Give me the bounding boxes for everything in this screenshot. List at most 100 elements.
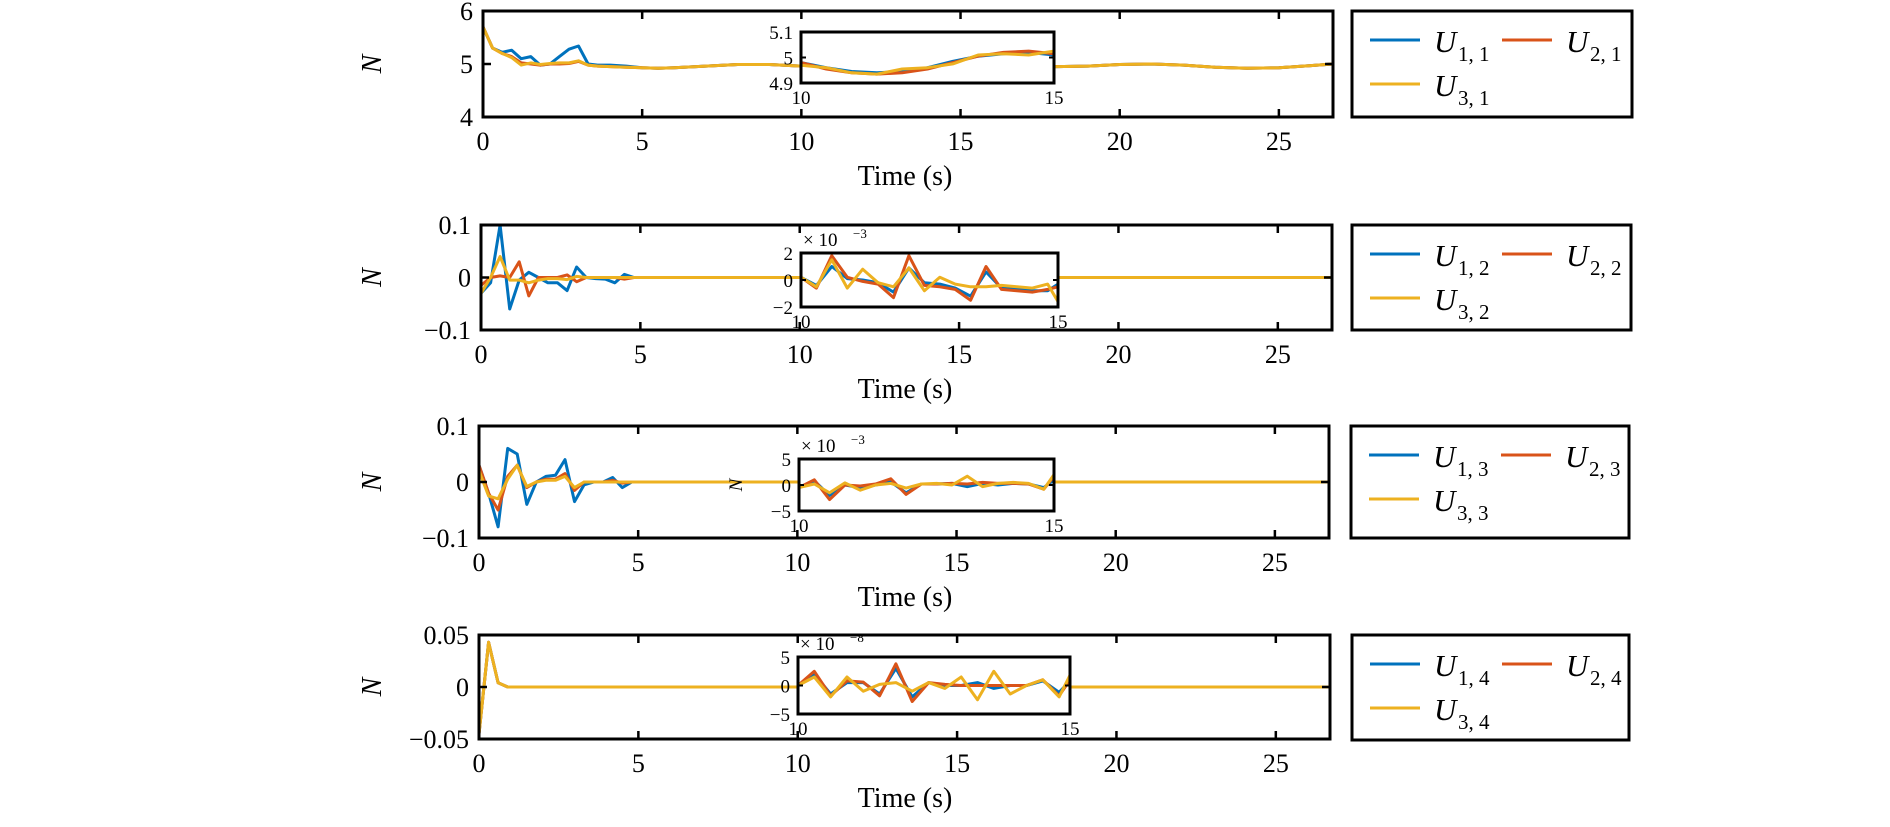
inset-multiplier: × 10	[803, 230, 837, 251]
y-axis-label: N	[357, 471, 388, 492]
x-tick-label: 0	[477, 127, 490, 156]
legend-subscript: 1, 3	[1457, 457, 1489, 481]
inset-y-tick-label: 2	[784, 244, 794, 265]
legend-subscript: 1, 1	[1458, 42, 1490, 66]
x-axis-label: Time (s)	[858, 582, 953, 613]
y-tick-label: 4	[460, 103, 473, 132]
legend-item-u1[interactable]: U 1, 2	[1370, 238, 1490, 280]
inset-y-tick-label: 4.9	[769, 74, 793, 95]
legend-item-u3[interactable]: U 3, 1	[1370, 68, 1490, 110]
x-axis-label: Time (s)	[858, 783, 953, 814]
x-tick-label: 20	[1103, 548, 1129, 577]
inset-y-tick-label: −2	[773, 298, 793, 319]
inset-multiplier: × 10	[800, 634, 834, 655]
inset-series-group	[798, 662, 1070, 703]
inset-y-tick-label: −5	[770, 705, 790, 726]
legend: U 1, 1 U 2, 1U 3, 1	[1350, 9, 1634, 119]
y-tick-label: 5	[460, 50, 473, 79]
inset-multiplier-exponent: −3	[853, 226, 867, 241]
inset-series-line-u2	[801, 254, 1058, 302]
x-tick-label: 5	[632, 548, 645, 577]
inset-series-group	[801, 254, 1058, 303]
inset-axes: 10 15 −5 0 5 × 10 −3 N	[726, 432, 1064, 537]
inset-y-tick-label: −5	[771, 502, 791, 523]
legend-subscript: 1, 2	[1458, 256, 1490, 280]
legend-subscript: 3, 1	[1458, 86, 1490, 110]
legend-label: U	[1566, 238, 1591, 273]
legend-subscript: 2, 4	[1590, 666, 1622, 690]
x-axis-label: Time (s)	[858, 161, 953, 192]
legend-item-u3[interactable]: U 3, 3	[1369, 483, 1489, 525]
inset-x-tick-label: 10	[790, 516, 809, 537]
series-group	[479, 640, 1330, 734]
legend-item-u3[interactable]: U 3, 4	[1370, 692, 1490, 734]
x-tick-label: 25	[1266, 127, 1292, 156]
legend-label: U	[1434, 68, 1459, 103]
legend-label: U	[1434, 692, 1459, 727]
series-line-u3	[479, 640, 1330, 734]
legend-subscript: 2, 2	[1590, 256, 1622, 280]
legend-frame	[1350, 223, 1633, 332]
inset-multiplier-exponent: −8	[850, 630, 864, 645]
inset-series-line-u3	[801, 258, 1058, 303]
x-tick-label: 15	[944, 548, 970, 577]
legend-item-u2[interactable]: U 2, 1	[1502, 24, 1622, 66]
x-tick-label: 20	[1107, 127, 1133, 156]
y-tick-label: 0.1	[439, 211, 472, 240]
legend-label: U	[1566, 648, 1591, 683]
legend-item-u2[interactable]: U 2, 2	[1502, 238, 1622, 280]
legend-label: U	[1433, 439, 1458, 474]
x-tick-label: 5	[636, 127, 649, 156]
inset-background	[801, 253, 1058, 307]
x-tick-label: 0	[475, 340, 488, 369]
y-axis-label: N	[357, 53, 388, 74]
y-tick-label: 0	[456, 673, 469, 702]
inset-series-line-u3	[801, 49, 1054, 76]
inset-x-tick-label: 10	[792, 312, 811, 333]
legend-subscript: 3, 2	[1458, 300, 1490, 324]
legend-subscript: 2, 1	[1590, 42, 1622, 66]
legend-item-u1[interactable]: U 1, 3	[1369, 439, 1489, 481]
legend-item-u2[interactable]: U 2, 3	[1501, 439, 1621, 481]
y-axis-label: N	[357, 676, 388, 697]
x-tick-label: 10	[785, 749, 811, 778]
x-tick-label: 10	[787, 340, 813, 369]
legend-item-u1[interactable]: U 1, 1	[1370, 24, 1490, 66]
inset-series-group	[799, 473, 1054, 502]
x-tick-label: 20	[1105, 340, 1131, 369]
series-group	[483, 26, 1333, 70]
x-tick-label: 20	[1103, 749, 1129, 778]
y-tick-label: −0.05	[409, 725, 469, 754]
legend-label: U	[1566, 24, 1591, 59]
inset-x-tick-label: 10	[789, 719, 808, 740]
legend-label: U	[1565, 439, 1590, 474]
y-tick-label: 0.1	[437, 412, 470, 441]
legend: U 1, 4 U 2, 4U 3, 4	[1350, 633, 1631, 742]
x-tick-label: 15	[944, 749, 970, 778]
inset-y-axis-label: N	[726, 477, 747, 492]
y-tick-label: 0	[456, 468, 469, 497]
legend-subscript: 2, 3	[1589, 457, 1621, 481]
legend-label: U	[1434, 24, 1459, 59]
x-tick-label: 5	[634, 340, 647, 369]
inset-background	[801, 32, 1054, 83]
inset-axes: 10 15 −2 0 2 × 10 −3	[773, 226, 1068, 333]
inset-x-tick-label: 15	[1045, 516, 1064, 537]
legend-label: U	[1434, 238, 1459, 273]
y-axis-label: N	[357, 267, 388, 288]
inset-series-line-u3	[799, 473, 1054, 495]
legend-item-u1[interactable]: U 1, 4	[1370, 648, 1490, 690]
legend-subscript: 3, 3	[1457, 501, 1489, 525]
legend-label: U	[1434, 282, 1459, 317]
legend-item-u3[interactable]: U 3, 2	[1370, 282, 1490, 324]
legend-frame	[1349, 424, 1631, 540]
x-axis-label: Time (s)	[858, 374, 953, 405]
legend-item-u2[interactable]: U 2, 4	[1502, 648, 1622, 690]
y-tick-label: 0.05	[424, 621, 470, 650]
legend: U 1, 3 U 2, 3U 3, 3	[1349, 424, 1631, 540]
x-tick-label: 15	[946, 340, 972, 369]
